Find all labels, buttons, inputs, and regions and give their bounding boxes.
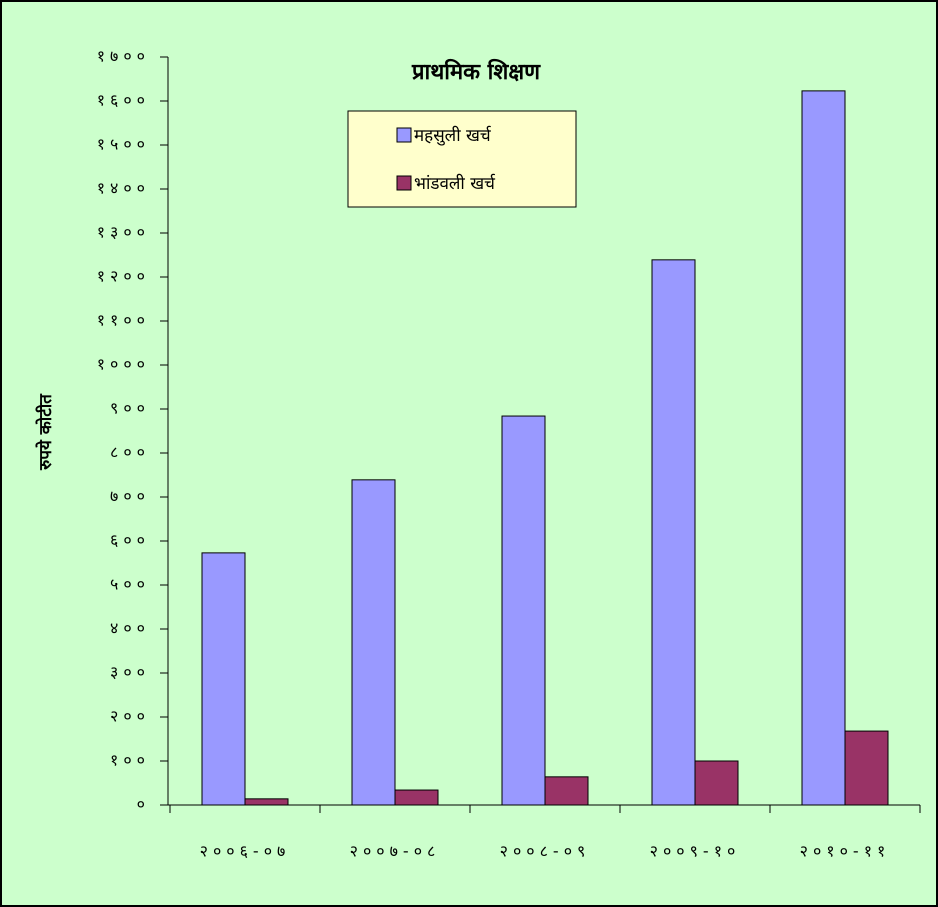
y-tick-label: ७०० (110, 487, 150, 506)
y-tick-label: ५०० (110, 575, 150, 594)
legend-swatch (396, 175, 412, 191)
y-tick-label: १०० (110, 751, 150, 770)
bar (801, 90, 846, 806)
bar (544, 776, 589, 806)
x-tick-label: २००९-१० (650, 842, 741, 861)
bar (501, 415, 546, 806)
y-tick-label: ४०० (110, 619, 150, 638)
bar (201, 552, 246, 806)
legend-label: भांडवली खर्च (414, 173, 496, 194)
y-axis-label: रुपये कोटीत (35, 393, 56, 471)
bar (351, 479, 396, 806)
y-tick-label: ३०० (110, 663, 150, 682)
chart-title: प्राथमिक शिक्षण (411, 58, 541, 85)
y-tick-label: १४०० (97, 179, 150, 198)
y-tick-label: ६०० (110, 531, 150, 550)
y-tick-label: १३०० (97, 223, 150, 242)
bar (244, 798, 289, 806)
y-tick-label: १६०० (97, 91, 150, 110)
y-tick-label: १००० (97, 355, 150, 374)
x-tick-label: २००७-०८ (350, 842, 441, 861)
y-tick-label: ११०० (97, 311, 150, 330)
legend-box (347, 110, 577, 208)
x-tick-label: २००६-०७ (200, 842, 291, 861)
bar (844, 730, 889, 806)
y-tick-label: १२०० (97, 267, 150, 286)
bar (651, 259, 696, 806)
bar (694, 760, 739, 806)
x-tick-label: २०१०-११ (800, 842, 891, 861)
y-tick-label: ८०० (110, 443, 150, 462)
x-tick-label: २००८-०९ (500, 842, 591, 861)
legend-label: महसुली खर्च (414, 125, 492, 146)
bar (394, 789, 439, 806)
y-tick-label: २०० (110, 707, 150, 726)
legend-swatch (396, 127, 412, 143)
y-tick-label: ० (137, 795, 150, 814)
y-tick-label: १७०० (97, 47, 150, 66)
y-tick-label: ९०० (110, 399, 150, 418)
y-tick-label: १५०० (97, 135, 150, 154)
